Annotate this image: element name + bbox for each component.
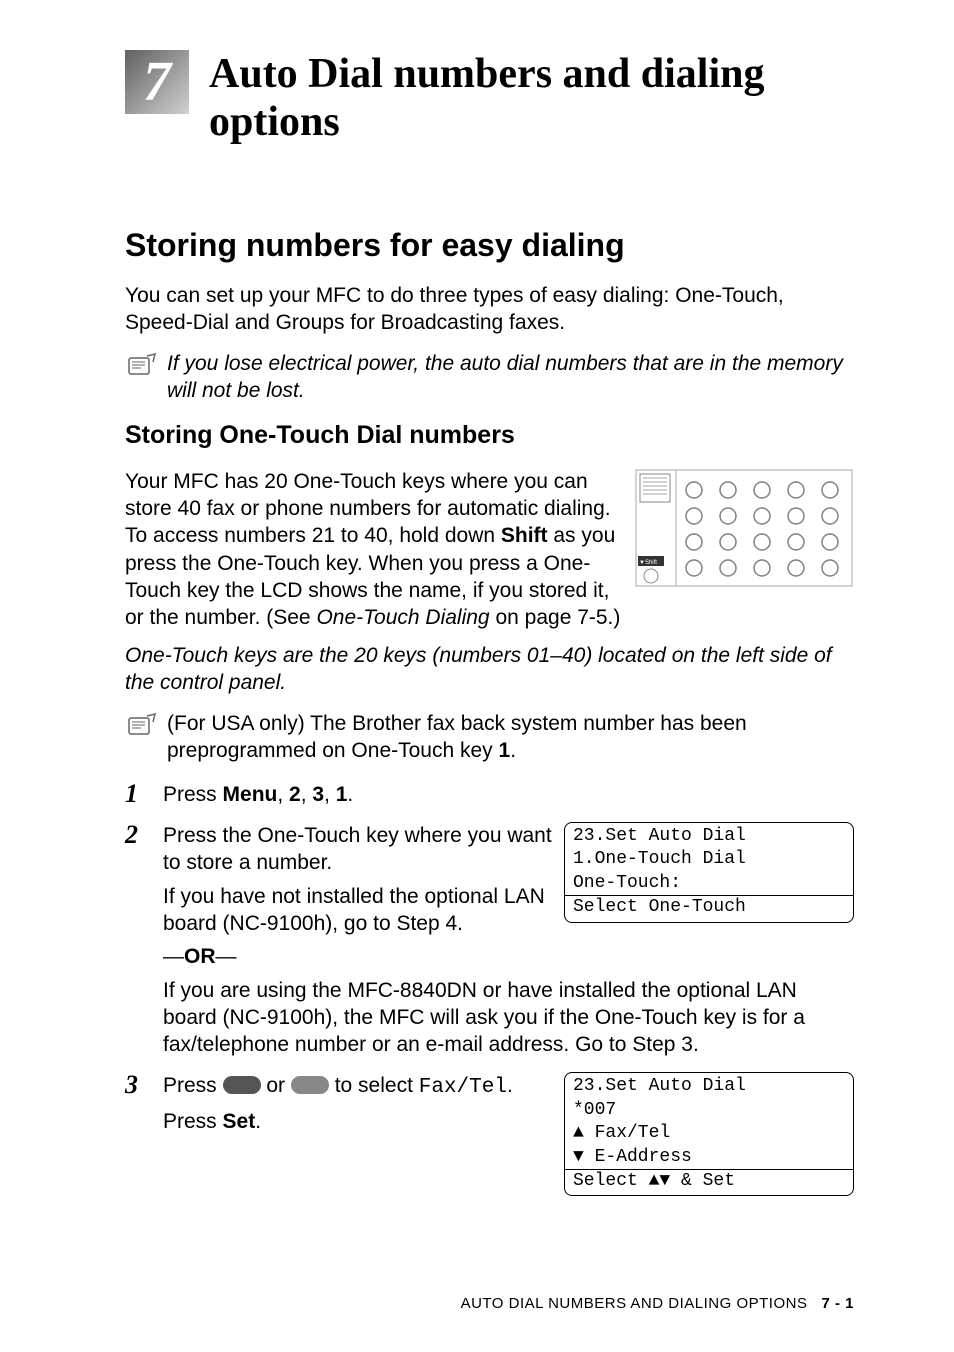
chapter-header: 7 Auto Dial numbers and dialing options [125, 50, 854, 147]
subsection-title: Storing One-Touch Dial numbers [125, 421, 854, 450]
step-body: 23.Set Auto Dial *007 ▲ Fax/Tel ▼ E-Addr… [163, 1072, 854, 1202]
note-icon [125, 352, 159, 387]
step-body: Press Menu, 2, 3, 1. [163, 781, 854, 814]
lcd-line: 1.One-Touch Dial [573, 848, 845, 871]
txt: to select [329, 1074, 419, 1097]
lcd-display-2: 23.Set Auto Dial *007 ▲ Fax/Tel ▼ E-Addr… [564, 1072, 854, 1196]
txt: on page 7-5.) [490, 606, 621, 629]
lcd-line: ▲ Fax/Tel [573, 1122, 845, 1145]
txt: Press [163, 1074, 223, 1097]
chapter-title: Auto Dial numbers and dialing options [209, 50, 854, 147]
step-3: 3 23.Set Auto Dial *007 ▲ Fax/Tel ▼ E-Ad… [125, 1072, 854, 1202]
step-text: —OR— [163, 943, 854, 970]
txt: (For USA only) The Brother fax back syst… [167, 712, 747, 762]
note-text: (For USA only) The Brother fax back syst… [167, 710, 854, 765]
step-2: 2 23.Set Auto Dial 1.One-Touch Dial One-… [125, 822, 854, 1064]
or-label: OR [184, 945, 216, 968]
lcd-line: 23.Set Auto Dial [573, 1075, 845, 1098]
step-1: 1 Press Menu, 2, 3, 1. [125, 781, 854, 814]
step-body: 23.Set Auto Dial 1.One-Touch Dial One-To… [163, 822, 854, 1064]
section-intro: You can set up your MFC to do three type… [125, 282, 854, 337]
one-touch-location-note: One-Touch keys are the 20 keys (numbers … [125, 642, 854, 697]
lcd-line: One-Touch: [573, 872, 845, 895]
set-key-label: Set [223, 1110, 256, 1133]
chapter-number: 7 [143, 50, 171, 114]
footer-label: AUTO DIAL NUMBERS AND DIALING OPTIONS [461, 1295, 808, 1312]
note-power-loss: If you lose electrical power, the auto d… [125, 350, 854, 405]
chapter-number-badge: 7 [125, 50, 189, 114]
txt: Press [163, 1110, 223, 1133]
lcd-line: Select One-Touch [565, 895, 853, 919]
section-title: Storing numbers for easy dialing [125, 227, 854, 264]
lcd-line: ▼ E-Address [573, 1146, 845, 1169]
lcd-display-1: 23.Set Auto Dial 1.One-Touch Dial One-To… [564, 822, 854, 923]
txt: . [507, 1074, 513, 1097]
txt: . [510, 739, 516, 762]
svg-text:▼Shift: ▼Shift [639, 560, 657, 566]
page-number: 7 - 1 [821, 1295, 854, 1312]
step-number: 1 [125, 781, 163, 807]
page-footer: AUTO DIAL NUMBERS AND DIALING OPTIONS 7 … [0, 1295, 854, 1312]
one-touch-paragraph: ▼Shift Your MFC has 20 One-Touch keys wh… [125, 468, 854, 632]
step-number: 2 [125, 822, 163, 848]
nav-key-left-icon [223, 1076, 261, 1094]
txt: or [261, 1074, 291, 1097]
lcd-line: 23.Set Auto Dial [573, 825, 845, 848]
fax-tel-option: Fax/Tel [419, 1076, 507, 1099]
note-text: If you lose electrical power, the auto d… [167, 350, 854, 405]
shift-key-label: Shift [501, 524, 548, 547]
step-text: If you are using the MFC-8840DN or have … [163, 977, 854, 1059]
note-usa-preprogram: (For USA only) The Brother fax back syst… [125, 710, 854, 765]
xref-one-touch-dialing: One-Touch Dialing [316, 606, 489, 629]
txt: . [255, 1110, 261, 1133]
note-icon [125, 712, 159, 747]
lcd-line: *007 [573, 1099, 845, 1122]
steps-list: 1 Press Menu, 2, 3, 1. 2 23.Set Auto Dia… [125, 781, 854, 1203]
lcd-line: Select ▲▼ & Set [565, 1169, 853, 1193]
one-touch-key-1: 1 [499, 739, 511, 762]
nav-key-right-icon [291, 1076, 329, 1094]
step-number: 3 [125, 1072, 163, 1098]
keypad-figure: ▼Shift [634, 468, 854, 593]
